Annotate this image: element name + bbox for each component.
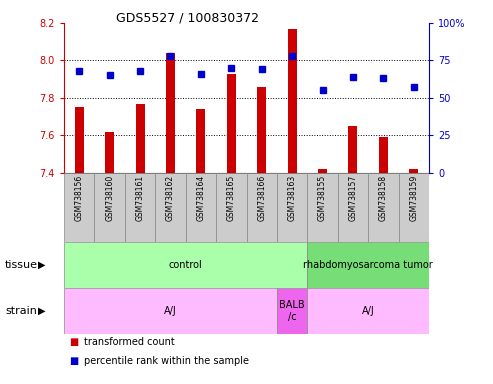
Text: GSM738159: GSM738159 [409, 175, 418, 221]
Bar [307, 288, 429, 334]
Bar [338, 173, 368, 242]
Bar [166, 53, 175, 173]
Bar [307, 173, 338, 242]
Text: A/J: A/J [362, 306, 375, 316]
Bar [64, 173, 95, 242]
Bar [196, 109, 206, 173]
Text: tissue: tissue [5, 260, 38, 270]
Bar [277, 288, 307, 334]
Bar [368, 173, 398, 242]
Text: strain: strain [5, 306, 37, 316]
Bar [64, 288, 277, 334]
Text: GSM738160: GSM738160 [105, 175, 114, 221]
Bar [136, 104, 144, 173]
Bar [318, 169, 327, 173]
Text: GSM738164: GSM738164 [196, 175, 206, 221]
Text: control: control [169, 260, 203, 270]
Bar [277, 173, 307, 242]
Text: A/J: A/J [164, 306, 177, 316]
Bar [75, 107, 84, 173]
Bar [105, 132, 114, 173]
Bar [349, 126, 357, 173]
Text: GSM738157: GSM738157 [349, 175, 357, 221]
Bar [246, 173, 277, 242]
Text: GSM738163: GSM738163 [287, 175, 297, 221]
Bar [95, 173, 125, 242]
Text: GSM738165: GSM738165 [227, 175, 236, 221]
Bar [186, 173, 216, 242]
Bar [409, 169, 418, 173]
Text: BALB
/c: BALB /c [280, 300, 305, 322]
Text: percentile rank within the sample: percentile rank within the sample [84, 356, 249, 366]
Bar [398, 173, 429, 242]
Bar [379, 137, 388, 173]
Text: rhabdomyosarcoma tumor: rhabdomyosarcoma tumor [303, 260, 433, 270]
Text: GDS5527 / 100830372: GDS5527 / 100830372 [116, 12, 259, 25]
Bar [287, 29, 297, 173]
Bar [155, 173, 186, 242]
Text: GSM738155: GSM738155 [318, 175, 327, 221]
Text: GSM738156: GSM738156 [75, 175, 84, 221]
Text: ■: ■ [69, 337, 78, 347]
Text: ▶: ▶ [38, 260, 46, 270]
Text: GSM738161: GSM738161 [136, 175, 144, 221]
Text: GSM738158: GSM738158 [379, 175, 388, 221]
Text: ▶: ▶ [38, 306, 46, 316]
Bar [227, 74, 236, 173]
Bar [216, 173, 246, 242]
Bar [257, 87, 266, 173]
Bar [307, 242, 429, 288]
Text: transformed count: transformed count [84, 337, 175, 347]
Text: ■: ■ [69, 356, 78, 366]
Text: GSM738162: GSM738162 [166, 175, 175, 221]
Text: GSM738166: GSM738166 [257, 175, 266, 221]
Bar [64, 242, 307, 288]
Bar [125, 173, 155, 242]
